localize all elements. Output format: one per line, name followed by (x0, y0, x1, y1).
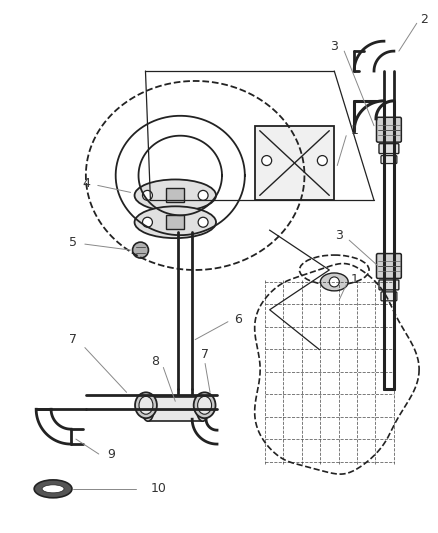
Bar (254, 126, 333, 200)
Text: 10: 10 (150, 482, 166, 495)
Circle shape (328, 277, 339, 287)
Text: 9: 9 (106, 448, 114, 461)
Ellipse shape (42, 485, 64, 493)
Circle shape (198, 190, 208, 200)
Text: 4: 4 (82, 177, 90, 190)
FancyBboxPatch shape (380, 292, 396, 301)
Ellipse shape (320, 273, 347, 291)
Ellipse shape (135, 392, 156, 418)
Circle shape (317, 156, 327, 166)
Text: 3: 3 (329, 39, 337, 53)
Text: 7: 7 (69, 333, 77, 346)
Text: 8: 8 (151, 355, 159, 368)
Ellipse shape (193, 392, 215, 418)
Circle shape (261, 156, 271, 166)
Circle shape (198, 217, 208, 227)
Circle shape (142, 190, 152, 200)
Ellipse shape (141, 397, 154, 421)
Circle shape (142, 217, 152, 227)
Text: 1: 1 (350, 124, 357, 137)
Text: 2: 2 (419, 13, 427, 26)
Text: 3: 3 (335, 229, 343, 241)
Bar (166, 215, 184, 229)
Ellipse shape (139, 397, 152, 414)
Ellipse shape (134, 180, 215, 211)
FancyBboxPatch shape (376, 117, 400, 142)
Text: 6: 6 (233, 313, 241, 326)
Bar (166, 188, 184, 203)
Bar (148, 397, 202, 421)
Ellipse shape (134, 206, 215, 238)
Text: 1: 1 (350, 273, 357, 286)
Circle shape (132, 242, 148, 258)
Ellipse shape (34, 480, 72, 498)
Text: 5: 5 (69, 236, 77, 248)
FancyBboxPatch shape (380, 156, 396, 164)
FancyBboxPatch shape (378, 280, 398, 290)
Ellipse shape (196, 397, 208, 421)
Text: 7: 7 (201, 348, 208, 361)
FancyBboxPatch shape (376, 254, 400, 278)
FancyBboxPatch shape (378, 144, 398, 154)
Ellipse shape (197, 397, 211, 414)
